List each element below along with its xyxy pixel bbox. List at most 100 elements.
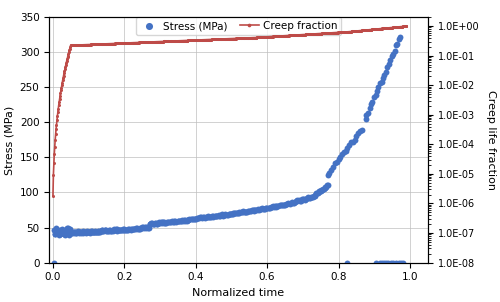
Stress (MPa) bbox=[81, 230, 89, 235]
Stress (MPa) bbox=[189, 217, 197, 221]
Stress (MPa) bbox=[106, 228, 114, 233]
Stress (MPa) bbox=[395, 260, 403, 265]
Stress (MPa) bbox=[50, 231, 58, 236]
Stress (MPa) bbox=[241, 210, 249, 214]
Stress (MPa) bbox=[96, 229, 104, 234]
Stress (MPa) bbox=[299, 196, 307, 201]
Stress (MPa) bbox=[104, 228, 112, 233]
Stress (MPa) bbox=[288, 200, 296, 205]
Stress (MPa) bbox=[56, 227, 64, 232]
Stress (MPa) bbox=[62, 230, 70, 235]
Stress (MPa) bbox=[244, 209, 252, 214]
Stress (MPa) bbox=[84, 229, 92, 234]
Stress (MPa) bbox=[261, 206, 269, 211]
Stress (MPa) bbox=[388, 54, 396, 59]
Stress (MPa) bbox=[265, 205, 273, 210]
Stress (MPa) bbox=[145, 226, 153, 230]
Stress (MPa) bbox=[148, 221, 156, 226]
Stress (MPa) bbox=[162, 220, 170, 225]
Stress (MPa) bbox=[354, 131, 362, 136]
Stress (MPa) bbox=[140, 225, 147, 230]
Stress (MPa) bbox=[332, 160, 340, 165]
Stress (MPa) bbox=[174, 219, 182, 224]
Stress (MPa) bbox=[347, 140, 355, 145]
Legend: Stress (MPa), Creep fraction: Stress (MPa), Creep fraction bbox=[136, 17, 342, 35]
Stress (MPa) bbox=[210, 213, 218, 218]
Stress (MPa) bbox=[154, 221, 162, 226]
Stress (MPa) bbox=[286, 201, 294, 206]
Stress (MPa) bbox=[233, 210, 241, 215]
Stress (MPa) bbox=[61, 233, 69, 238]
Stress (MPa) bbox=[380, 260, 388, 265]
Stress (MPa) bbox=[75, 230, 83, 234]
Stress (MPa) bbox=[234, 210, 242, 215]
Stress (MPa) bbox=[120, 226, 128, 231]
Stress (MPa) bbox=[186, 216, 194, 221]
Stress (MPa) bbox=[222, 212, 230, 217]
Stress (MPa) bbox=[160, 220, 168, 225]
Stress (MPa) bbox=[84, 230, 92, 234]
Stress (MPa) bbox=[150, 222, 158, 226]
Stress (MPa) bbox=[120, 228, 128, 233]
Stress (MPa) bbox=[63, 230, 71, 235]
Stress (MPa) bbox=[69, 230, 77, 235]
Stress (MPa) bbox=[269, 204, 277, 209]
Stress (MPa) bbox=[227, 212, 235, 217]
Stress (MPa) bbox=[184, 218, 192, 223]
Creep fraction bbox=[50, 194, 56, 198]
Stress (MPa) bbox=[64, 226, 72, 231]
Stress (MPa) bbox=[156, 221, 164, 226]
Stress (MPa) bbox=[252, 207, 260, 212]
Stress (MPa) bbox=[184, 217, 192, 222]
Stress (MPa) bbox=[372, 92, 380, 97]
Stress (MPa) bbox=[72, 230, 80, 235]
Stress (MPa) bbox=[68, 230, 76, 234]
Stress (MPa) bbox=[296, 198, 304, 203]
Stress (MPa) bbox=[382, 260, 390, 265]
Stress (MPa) bbox=[59, 231, 67, 236]
Stress (MPa) bbox=[180, 218, 188, 223]
Stress (MPa) bbox=[88, 229, 96, 234]
Stress (MPa) bbox=[362, 117, 370, 122]
Stress (MPa) bbox=[366, 106, 374, 111]
Stress (MPa) bbox=[256, 207, 264, 211]
Stress (MPa) bbox=[174, 218, 182, 223]
Y-axis label: Stress (MPa): Stress (MPa) bbox=[4, 105, 14, 175]
Stress (MPa) bbox=[324, 182, 332, 187]
Stress (MPa) bbox=[64, 229, 72, 234]
Stress (MPa) bbox=[103, 228, 111, 233]
Stress (MPa) bbox=[56, 232, 64, 237]
Stress (MPa) bbox=[392, 260, 400, 265]
Stress (MPa) bbox=[122, 227, 130, 232]
Stress (MPa) bbox=[56, 229, 64, 234]
Stress (MPa) bbox=[109, 228, 117, 233]
Stress (MPa) bbox=[313, 191, 321, 196]
Stress (MPa) bbox=[199, 215, 207, 220]
Stress (MPa) bbox=[188, 217, 196, 222]
Stress (MPa) bbox=[178, 218, 186, 223]
Stress (MPa) bbox=[198, 216, 206, 220]
Stress (MPa) bbox=[82, 230, 90, 234]
Stress (MPa) bbox=[138, 225, 146, 230]
Stress (MPa) bbox=[130, 226, 138, 231]
Stress (MPa) bbox=[78, 230, 86, 234]
Stress (MPa) bbox=[60, 231, 68, 236]
Stress (MPa) bbox=[127, 227, 135, 232]
Stress (MPa) bbox=[60, 228, 68, 233]
Stress (MPa) bbox=[364, 110, 372, 115]
Stress (MPa) bbox=[312, 191, 320, 196]
Stress (MPa) bbox=[140, 225, 147, 230]
Stress (MPa) bbox=[98, 228, 106, 233]
Stress (MPa) bbox=[358, 127, 366, 132]
Stress (MPa) bbox=[208, 214, 216, 218]
Stress (MPa) bbox=[98, 228, 106, 233]
Stress (MPa) bbox=[305, 195, 313, 200]
Stress (MPa) bbox=[220, 212, 228, 217]
Stress (MPa) bbox=[55, 230, 63, 235]
Stress (MPa) bbox=[376, 260, 384, 265]
Stress (MPa) bbox=[268, 205, 276, 210]
X-axis label: Normalized time: Normalized time bbox=[192, 288, 284, 298]
Stress (MPa) bbox=[218, 213, 226, 218]
Stress (MPa) bbox=[136, 226, 143, 230]
Stress (MPa) bbox=[314, 191, 322, 195]
